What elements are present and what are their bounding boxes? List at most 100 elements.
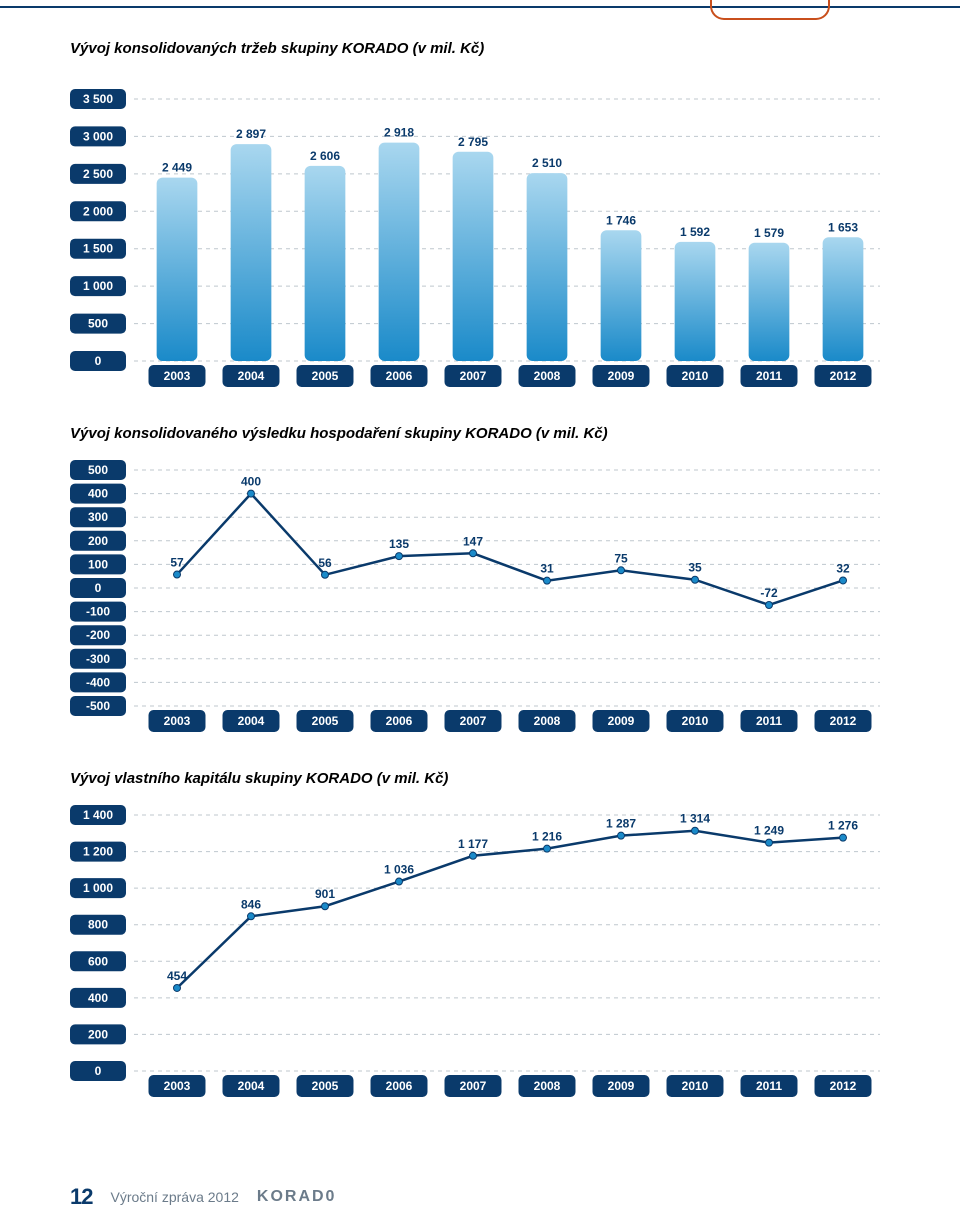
svg-text:2008: 2008 bbox=[534, 714, 561, 728]
svg-text:1 592: 1 592 bbox=[680, 225, 710, 239]
svg-text:2 500: 2 500 bbox=[83, 167, 113, 181]
svg-text:1 177: 1 177 bbox=[458, 837, 488, 851]
page-content: Vývoj konsolidovaných tržeb skupiny KORA… bbox=[70, 40, 890, 1178]
svg-text:454: 454 bbox=[167, 969, 187, 983]
svg-text:0: 0 bbox=[95, 354, 102, 368]
svg-text:1 000: 1 000 bbox=[83, 279, 113, 293]
svg-text:1 314: 1 314 bbox=[680, 812, 710, 826]
svg-text:-100: -100 bbox=[86, 605, 110, 619]
svg-text:1 276: 1 276 bbox=[828, 819, 858, 833]
svg-text:2010: 2010 bbox=[682, 369, 709, 383]
svg-text:1 200: 1 200 bbox=[83, 845, 113, 859]
svg-text:2012: 2012 bbox=[830, 714, 857, 728]
svg-text:2004: 2004 bbox=[238, 1079, 265, 1093]
svg-text:57: 57 bbox=[170, 556, 184, 570]
svg-text:2009: 2009 bbox=[608, 714, 635, 728]
svg-text:1 400: 1 400 bbox=[83, 808, 113, 822]
svg-text:400: 400 bbox=[88, 991, 108, 1005]
svg-text:2009: 2009 bbox=[608, 369, 635, 383]
svg-text:1 653: 1 653 bbox=[828, 220, 858, 234]
svg-text:2010: 2010 bbox=[682, 1079, 709, 1093]
svg-text:32: 32 bbox=[836, 561, 850, 575]
svg-text:2011: 2011 bbox=[756, 369, 782, 383]
svg-text:400: 400 bbox=[241, 475, 261, 489]
svg-text:1 249: 1 249 bbox=[754, 824, 784, 838]
svg-text:2003: 2003 bbox=[164, 1079, 191, 1093]
svg-text:901: 901 bbox=[315, 887, 335, 901]
footer-logo: KORAD0 bbox=[257, 1188, 337, 1206]
chart1-container: 0 500 1 000 1 500 2 000 2 500 3 000 3 500 2 449 2… bbox=[70, 71, 890, 391]
svg-text:2 510: 2 510 bbox=[532, 156, 562, 170]
chart2-title: Vývoj konsolidovaného výsledku hospodaře… bbox=[70, 425, 890, 442]
chart3-title: Vývoj vlastního kapitálu skupiny KORADO … bbox=[70, 770, 890, 787]
svg-text:400: 400 bbox=[88, 487, 108, 501]
svg-text:2 918: 2 918 bbox=[384, 126, 414, 140]
svg-text:2012: 2012 bbox=[830, 369, 857, 383]
svg-text:2009: 2009 bbox=[608, 1079, 635, 1093]
svg-text:2003: 2003 bbox=[164, 714, 191, 728]
svg-text:75: 75 bbox=[614, 551, 628, 565]
svg-text:2007: 2007 bbox=[460, 714, 487, 728]
chart3-container: 0 200 400 600 800 1 000 1 200 1 400 454 846 901 1 0… bbox=[70, 801, 890, 1101]
svg-text:800: 800 bbox=[88, 918, 108, 932]
svg-text:2004: 2004 bbox=[238, 714, 265, 728]
svg-text:135: 135 bbox=[389, 537, 409, 551]
svg-text:500: 500 bbox=[88, 463, 108, 477]
svg-text:-400: -400 bbox=[86, 675, 110, 689]
svg-text:300: 300 bbox=[88, 510, 108, 524]
svg-text:2007: 2007 bbox=[460, 369, 487, 383]
svg-text:56: 56 bbox=[318, 556, 332, 570]
svg-text:35: 35 bbox=[688, 561, 702, 575]
footer-text: Výroční zpráva 2012 bbox=[110, 1189, 238, 1205]
svg-text:100: 100 bbox=[88, 557, 108, 571]
svg-text:2 449: 2 449 bbox=[162, 161, 192, 175]
svg-text:2005: 2005 bbox=[312, 1079, 339, 1093]
svg-text:1 746: 1 746 bbox=[606, 213, 636, 227]
svg-text:2 000: 2 000 bbox=[83, 204, 113, 218]
svg-text:2012: 2012 bbox=[830, 1079, 857, 1093]
svg-text:2011: 2011 bbox=[756, 714, 782, 728]
svg-text:1 000: 1 000 bbox=[83, 881, 113, 895]
svg-text:2011: 2011 bbox=[756, 1079, 782, 1093]
svg-text:0: 0 bbox=[95, 1064, 102, 1078]
svg-text:200: 200 bbox=[88, 1027, 108, 1041]
svg-text:2008: 2008 bbox=[534, 369, 561, 383]
svg-text:600: 600 bbox=[88, 954, 108, 968]
svg-text:147: 147 bbox=[463, 534, 483, 548]
svg-text:846: 846 bbox=[241, 897, 261, 911]
svg-text:2006: 2006 bbox=[386, 369, 413, 383]
svg-text:2008: 2008 bbox=[534, 1079, 561, 1093]
svg-text:2005: 2005 bbox=[312, 369, 339, 383]
svg-text:-300: -300 bbox=[86, 652, 110, 666]
top-ornament bbox=[710, 0, 830, 20]
svg-text:2005: 2005 bbox=[312, 714, 339, 728]
svg-text:-72: -72 bbox=[760, 586, 778, 600]
svg-text:2006: 2006 bbox=[386, 714, 413, 728]
chart1-svg: 0 500 1 000 1 500 2 000 2 500 3 000 3 500 2 449 2… bbox=[70, 71, 890, 391]
svg-text:1 287: 1 287 bbox=[606, 817, 636, 831]
svg-text:1 500: 1 500 bbox=[83, 242, 113, 256]
svg-text:3 500: 3 500 bbox=[83, 92, 113, 106]
chart1-title: Vývoj konsolidovaných tržeb skupiny KORA… bbox=[70, 40, 890, 57]
svg-text:-200: -200 bbox=[86, 628, 110, 642]
svg-text:3 000: 3 000 bbox=[83, 129, 113, 143]
svg-text:2010: 2010 bbox=[682, 714, 709, 728]
svg-text:-500: -500 bbox=[86, 699, 110, 713]
footer: 12 Výroční zpráva 2012 KORAD0 bbox=[70, 1184, 336, 1210]
svg-text:2007: 2007 bbox=[460, 1079, 487, 1093]
chart2-container: -500 -400 -300 -200 -100 0 100 200 300 400 500 57 40… bbox=[70, 456, 890, 736]
svg-text:2 795: 2 795 bbox=[458, 135, 488, 149]
chart3-svg: 0 200 400 600 800 1 000 1 200 1 400 454 846 901 1 0… bbox=[70, 801, 890, 1101]
svg-text:2004: 2004 bbox=[238, 369, 265, 383]
svg-text:1 216: 1 216 bbox=[532, 830, 562, 844]
svg-text:200: 200 bbox=[88, 534, 108, 548]
chart2-svg: -500 -400 -300 -200 -100 0 100 200 300 400 500 57 40… bbox=[70, 456, 890, 736]
svg-text:2006: 2006 bbox=[386, 1079, 413, 1093]
page-number: 12 bbox=[70, 1184, 92, 1210]
svg-text:2 606: 2 606 bbox=[310, 149, 340, 163]
svg-text:1 579: 1 579 bbox=[754, 226, 784, 240]
svg-text:2003: 2003 bbox=[164, 369, 191, 383]
svg-text:0: 0 bbox=[95, 581, 102, 595]
svg-text:500: 500 bbox=[88, 317, 108, 331]
svg-text:1 036: 1 036 bbox=[384, 863, 414, 877]
